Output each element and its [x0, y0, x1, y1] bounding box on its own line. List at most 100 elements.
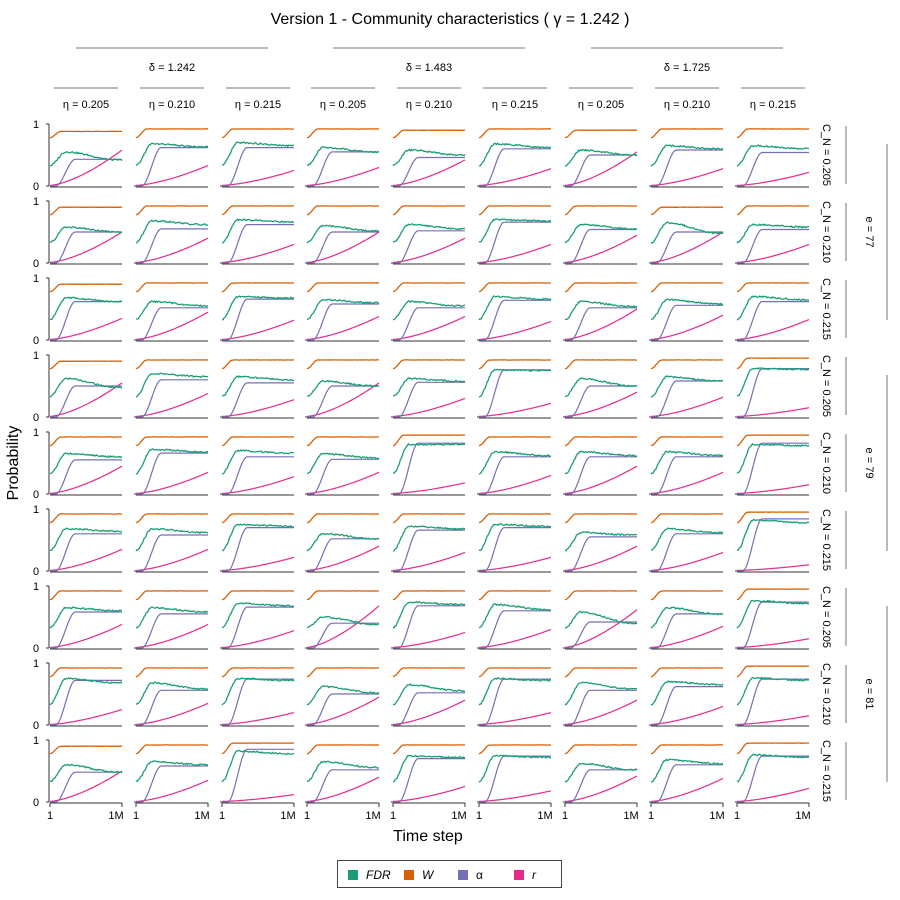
series-line-r	[222, 630, 295, 648]
series-line-w	[221, 742, 295, 755]
series-line-fdr	[650, 680, 724, 706]
series-line-r	[49, 149, 123, 186]
series-line-alpha	[651, 380, 723, 418]
series-line-r	[222, 556, 295, 571]
series-line-alpha	[50, 771, 122, 803]
series-line-fdr	[564, 681, 638, 706]
series-line-alpha	[222, 606, 294, 649]
y-tick-label: 0	[33, 181, 39, 193]
series-line-w	[479, 205, 552, 216]
x-tick-label: 1M	[795, 810, 810, 822]
series-line-w	[478, 667, 552, 678]
row-sub-label: C_N = 0.205	[820, 355, 832, 417]
series-line-fdr	[306, 298, 380, 321]
series-line-fdr	[564, 450, 638, 475]
series-line-fdr	[49, 452, 123, 475]
series-line-r	[564, 391, 638, 417]
series-line-fdr	[736, 599, 810, 629]
series-line-r	[650, 471, 724, 494]
series-line-r	[564, 234, 638, 263]
series-line-w	[564, 282, 638, 293]
series-line-fdr	[478, 603, 552, 629]
series-line-r	[306, 776, 380, 802]
series-line-w	[306, 590, 380, 601]
series-line-alpha	[50, 459, 122, 495]
series-line-alpha	[50, 385, 122, 418]
series-line-fdr	[392, 683, 466, 706]
series-line-alpha	[136, 307, 208, 341]
series-line-w	[136, 128, 209, 139]
series-line-fdr	[135, 300, 209, 320]
x-tick-label: 1M	[537, 810, 552, 822]
series-line-r	[392, 315, 466, 340]
series-line-fdr	[135, 448, 209, 475]
series-line-alpha	[393, 692, 465, 726]
series-line-w	[306, 128, 380, 139]
series-line-alpha	[50, 301, 122, 341]
series-line-fdr	[650, 758, 723, 783]
series-line-r	[478, 474, 552, 494]
series-line-r	[306, 605, 380, 648]
y-tick-label: 0	[33, 566, 39, 578]
series-line-r	[564, 151, 638, 186]
series-line-w	[564, 359, 638, 370]
series-line-w	[221, 513, 295, 524]
series-line-fdr	[392, 223, 466, 243]
row-sub-label: C_N = 0.210	[820, 201, 832, 263]
series-line-fdr	[306, 760, 379, 783]
series-line-fdr	[478, 523, 552, 552]
series-line-fdr	[221, 677, 295, 706]
series-line-w	[564, 205, 638, 216]
series-line-r	[737, 407, 810, 417]
series-line-w	[221, 205, 294, 216]
series-line-w	[736, 588, 809, 601]
series-line-r	[479, 168, 552, 186]
series-line-r	[392, 551, 466, 571]
series-line-fdr	[49, 763, 123, 782]
series-line-w	[650, 744, 724, 755]
series-line-w	[478, 744, 552, 755]
series-line-w	[135, 667, 209, 678]
legend: FDR W α r	[337, 860, 562, 888]
y-tick-label: 0	[33, 643, 39, 655]
series-line-alpha	[393, 230, 465, 264]
series-line-w	[306, 359, 380, 370]
series-line-r	[736, 318, 810, 340]
series-line-alpha	[50, 611, 122, 649]
series-line-w	[736, 128, 810, 139]
series-line-w	[49, 667, 123, 678]
y-tick-label: 0	[33, 797, 39, 809]
series-line-r	[135, 779, 209, 802]
series-line-fdr	[392, 754, 466, 783]
x-tick-label: 1	[390, 810, 396, 822]
series-line-w	[49, 436, 123, 447]
series-line-alpha	[222, 527, 294, 572]
series-line-w	[736, 434, 810, 447]
x-tick-label: 1M	[623, 810, 638, 822]
series-line-fdr	[221, 218, 295, 244]
series-line-w	[650, 436, 724, 447]
series-line-r	[306, 315, 380, 340]
col-group-label: δ = 1.483	[406, 62, 452, 74]
series-line-fdr	[222, 295, 295, 321]
col-sub-label: η = 0.215	[492, 99, 538, 111]
series-line-fdr	[135, 527, 209, 552]
series-line-fdr	[564, 610, 638, 629]
series-line-alpha	[222, 748, 294, 803]
legend-item-fdr: FDR	[348, 867, 391, 883]
series-line-alpha	[393, 442, 465, 495]
series-line-fdr	[392, 601, 466, 629]
x-tick-label: 1M	[451, 810, 466, 822]
x-tick-label: 1M	[280, 810, 295, 822]
series-line-alpha	[136, 147, 208, 187]
series-line-r	[49, 231, 123, 263]
series-line-r	[306, 545, 380, 571]
y-tick-label: 1	[33, 427, 39, 439]
series-line-fdr	[564, 377, 637, 398]
x-tick-label: 1M	[709, 810, 724, 822]
y-tick-label: 1	[33, 273, 39, 285]
series-line-fdr	[135, 681, 209, 706]
series-line-w	[49, 206, 123, 216]
series-line-r	[564, 699, 638, 725]
